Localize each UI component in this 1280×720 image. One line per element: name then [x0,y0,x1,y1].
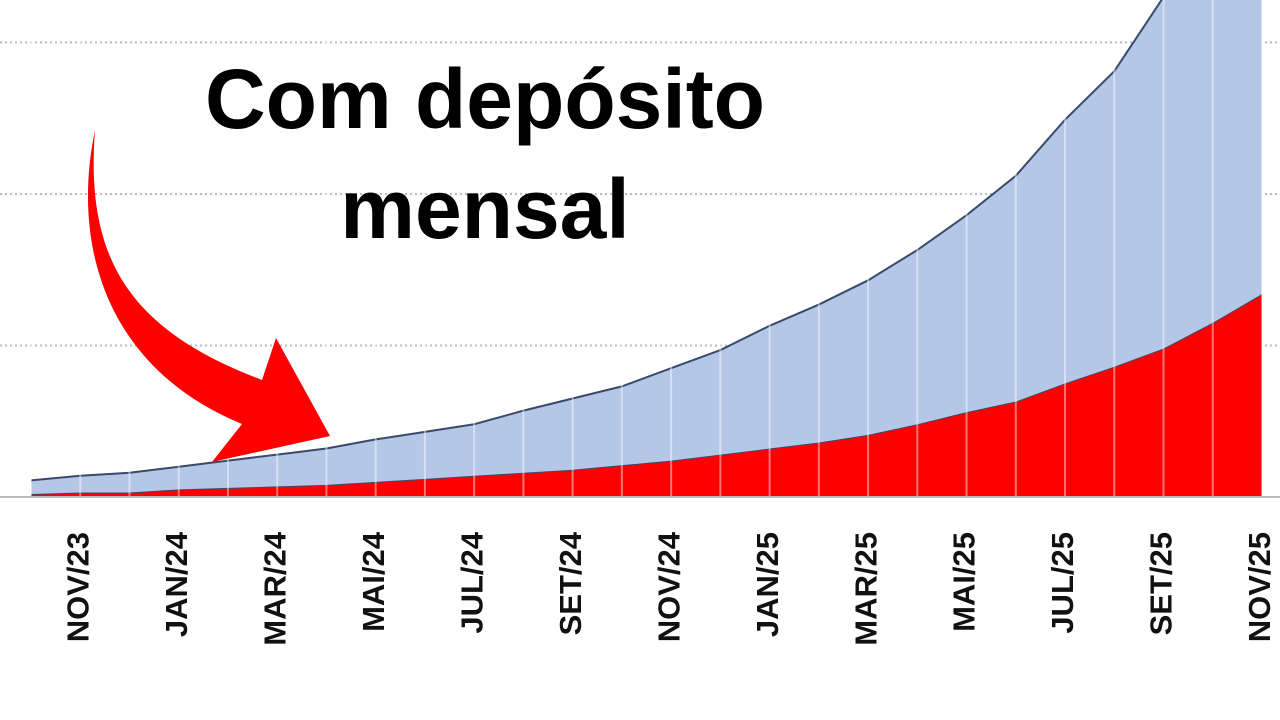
x-tick-label: NOV/23 [60,532,95,642]
x-tick-label: MAR/25 [848,532,883,646]
x-tick-label: JAN/25 [750,532,785,637]
x-labels: NOV/23 JAN/24 MAR/24 MAI/24 JUL/24 SET/24 NOV/… [60,531,1277,645]
arrow [87,130,330,462]
x-tick-label: MAR/24 [257,531,292,645]
x-tick-label: MAI/24 [356,531,391,632]
x-tick-label: JAN/24 [159,531,194,637]
x-tick-label: NOV/25 [1242,532,1277,642]
annotation-line-2: mensal [340,162,630,256]
month-lines [30,0,1263,497]
x-tick-label: SET/24 [553,531,588,635]
x-tick-label: JUL/25 [1045,532,1080,634]
area [31,0,1262,494]
area-edge [30,0,1163,482]
plot-area [30,0,1263,497]
x-tick-label: NOV/24 [651,531,686,642]
area [31,293,1262,497]
annotation-line-1: Com depósito [205,52,765,146]
x-tick-label: SET/25 [1144,532,1179,635]
x-tick-label: JUL/24 [454,531,489,633]
x-tick-label: MAI/25 [947,532,982,632]
